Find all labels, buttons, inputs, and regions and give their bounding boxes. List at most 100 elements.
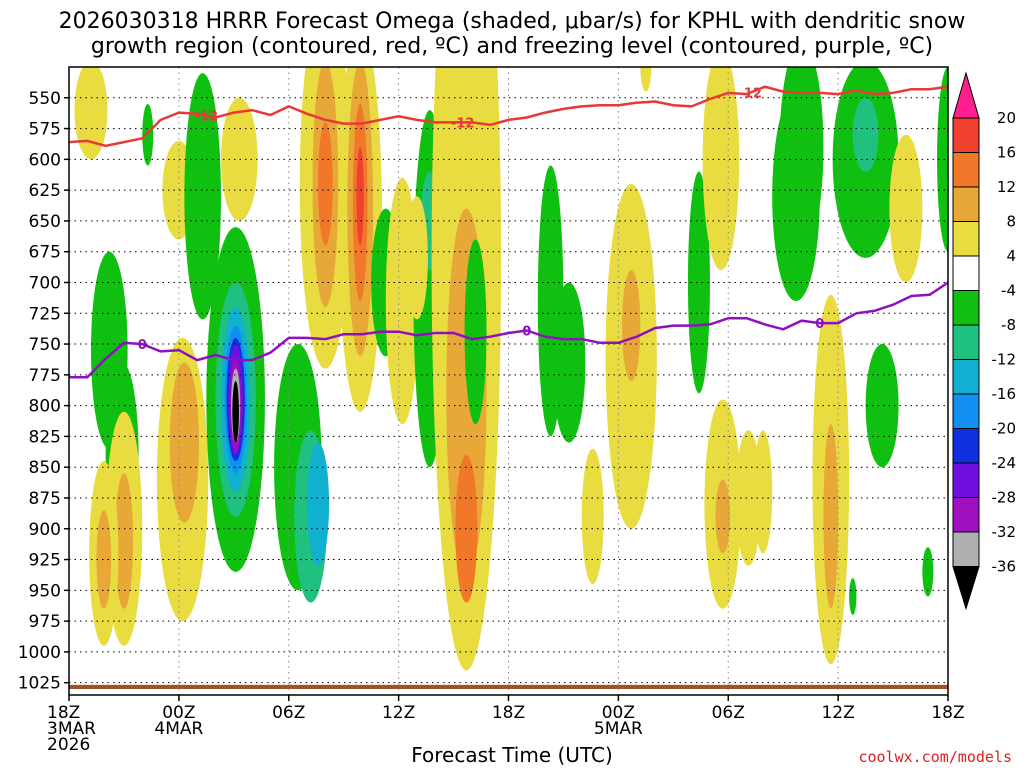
dgz-contour-label-1: -12 — [451, 116, 475, 131]
x-axis-label: Forecast Time (UTC) — [411, 743, 613, 767]
omega-region-31 — [823, 424, 839, 609]
x-tick-label-0-1: 3MAR — [47, 719, 96, 739]
colorbar: 20 16 12 8 4 -4 -8 -12 -16 -20 -24 -28 -32 -36 — [952, 71, 1017, 611]
x-tick-label-6-0: 00Z — [162, 703, 195, 723]
colorbar-swatch-2 — [952, 152, 980, 188]
omega-region-53 — [232, 381, 239, 443]
y-tick-label-725: 725 — [29, 304, 61, 324]
x-tick-label-30-0: 00Z — [602, 703, 635, 723]
y-tick-label-950: 950 — [29, 581, 61, 601]
colorbar-label-4: 4 — [1006, 247, 1016, 265]
omega-region-63 — [849, 578, 857, 615]
omega-shading — [74, 67, 948, 671]
x-tick-label-48-0: 18Z — [931, 703, 964, 723]
colorbar-top-arrow — [952, 71, 980, 119]
y-tick-label-550: 550 — [29, 89, 61, 109]
colorbar-label-11: -28 — [992, 489, 1017, 507]
colorbar-swatch-12 — [952, 497, 980, 533]
y-tick-label-850: 850 — [29, 458, 61, 478]
colorbar-label-9: -20 — [992, 420, 1017, 438]
y-tick-label-675: 675 — [29, 243, 61, 263]
omega-region-34 — [865, 344, 899, 468]
colorbar-label-6: -8 — [1001, 316, 1016, 334]
freezing-contour-label-1: 0 — [522, 325, 531, 340]
colorbar-swatch-3 — [952, 186, 980, 222]
x-tick-label-42-0: 12Z — [821, 703, 854, 723]
colorbar-label-13: -36 — [992, 558, 1017, 576]
y-tick-label-875: 875 — [29, 489, 61, 509]
contours: -12 -12 -12 0 0 0 — [69, 85, 948, 379]
colorbar-label-7: -12 — [992, 351, 1017, 369]
x-tick-label-36-0: 06Z — [712, 703, 745, 723]
chart-title-line-1: 2026030318 HRRR Forecast Omega (shaded, … — [59, 9, 966, 34]
terrain-band — [69, 684, 948, 689]
x-tick-label-30-1: 5MAR — [594, 719, 643, 739]
colorbar-swatch-9 — [952, 393, 980, 429]
chart-title-line-2: growth region (contoured, red, ºC) and f… — [91, 34, 933, 59]
omega-region-29 — [779, 67, 824, 252]
omega-region-44 — [169, 362, 200, 523]
dgz-contour-label-0: -12 — [195, 110, 219, 125]
terrain-layer — [69, 684, 948, 689]
omega-region-23 — [687, 171, 710, 394]
y-tick-label-650: 650 — [29, 212, 61, 232]
omega-region-36 — [922, 547, 934, 597]
omega-region-59 — [753, 430, 773, 554]
omega-region-62 — [640, 67, 652, 92]
y-tick-label-1025: 1025 — [18, 674, 61, 694]
omega-region-27 — [735, 430, 762, 566]
colorbar-label-8: -16 — [992, 385, 1017, 403]
x-tick-label-24-0: 18Z — [492, 703, 525, 723]
colorbar-label-3: 8 — [1006, 213, 1016, 231]
y-tick-label-625: 625 — [29, 181, 61, 201]
colorbar-swatch-8 — [952, 359, 980, 395]
omega-region-42 — [142, 103, 154, 166]
colorbar-swatch-10 — [952, 428, 980, 464]
y-axis: 550 575 600 625 650 675 700 725 750 775 800 825 850 8… — [18, 89, 69, 694]
colorbar-swatch-6 — [952, 290, 980, 326]
freezing-contour-label-0: 0 — [138, 338, 147, 353]
omega-region-24 — [702, 67, 740, 271]
colorbar-swatch-11 — [952, 462, 980, 498]
colorbar-label-10: -24 — [992, 454, 1017, 472]
omega-region-10 — [356, 147, 364, 246]
x-tick-label-0-0: 18Z — [47, 703, 80, 723]
omega-region-6 — [318, 122, 333, 246]
colorbar-swatch-1 — [952, 117, 980, 153]
dgz-contour-label-2: -12 — [738, 87, 762, 102]
colorbar-label-1: 16 — [997, 144, 1016, 162]
credit-text: coolwx.com/models — [858, 748, 1012, 766]
y-tick-label-925: 925 — [29, 551, 61, 571]
y-tick-label-975: 975 — [29, 612, 61, 632]
omega-region-41 — [114, 473, 134, 609]
omega-region-20 — [581, 448, 604, 585]
y-tick-label-825: 825 — [29, 427, 61, 447]
y-tick-label-900: 900 — [29, 520, 61, 540]
omega-region-58 — [464, 239, 487, 425]
colorbar-label-5: -4 — [1001, 282, 1016, 300]
colorbar-swatch-4 — [952, 221, 980, 257]
y-tick-label-1000: 1000 — [18, 643, 61, 663]
omega-region-3 — [220, 97, 258, 221]
freezing-contour-line — [69, 281, 948, 379]
omega-region-35 — [889, 134, 923, 283]
colorbar-label-2: 12 — [997, 178, 1016, 196]
omega-region-57 — [405, 196, 428, 320]
omega-region-22 — [622, 270, 641, 381]
omega-region-56 — [307, 442, 330, 566]
colorbar-swatch-7 — [952, 324, 980, 360]
x-tick-label-6-1: 4MAR — [154, 719, 203, 739]
dgz-contour-line — [69, 85, 948, 148]
x-tick-label-18-0: 12Z — [382, 703, 415, 723]
omega-region-33 — [852, 97, 879, 172]
colorbar-swatch-5 — [952, 255, 980, 291]
y-tick-label-800: 800 — [29, 397, 61, 417]
y-tick-label-700: 700 — [29, 273, 61, 293]
omega-region-19 — [552, 282, 586, 443]
colorbar-label-0: 20 — [997, 109, 1016, 127]
y-tick-label-575: 575 — [29, 120, 61, 140]
colorbar-bottom-arrow — [952, 566, 980, 611]
freezing-contour-label-2: 0 — [815, 317, 824, 332]
